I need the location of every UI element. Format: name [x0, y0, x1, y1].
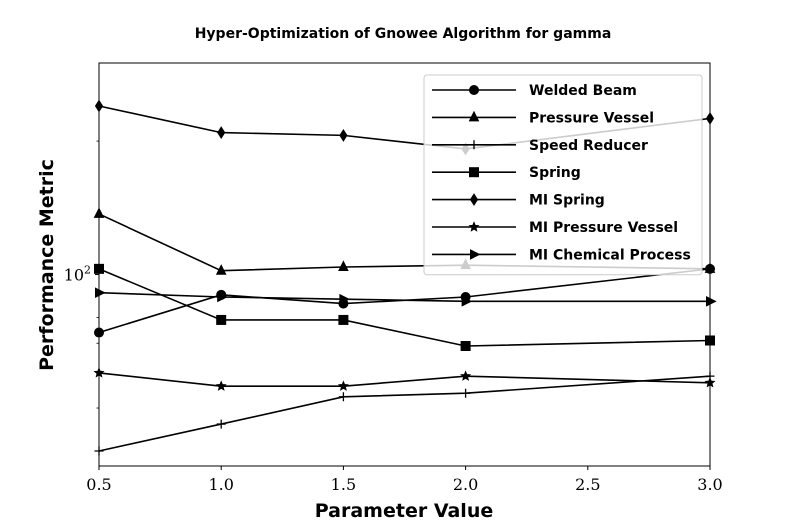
legend-item-mi-pressure-vessel: MI Pressure Vessel	[432, 220, 678, 236]
data-point	[217, 291, 228, 303]
data-point	[216, 419, 226, 429]
series-mi-pressure-vessel	[93, 367, 716, 391]
data-point	[338, 314, 349, 325]
legend-label: MI Spring	[529, 193, 605, 209]
legend-label: MI Pressure Vessel	[529, 220, 678, 236]
data-point	[337, 380, 349, 391]
x-tick-label: 2.0	[453, 475, 478, 494]
legend-label: Speed Reducer	[529, 138, 648, 154]
x-tick-label: 1.5	[331, 475, 356, 494]
x-tick-label: 1.0	[208, 475, 233, 494]
legend-marker	[468, 221, 480, 232]
data-point	[338, 260, 349, 271]
y-axis-label: Performance Metric	[36, 159, 58, 371]
data-point	[338, 392, 348, 402]
legend-item-pressure-vessel: Pressure Vessel	[432, 110, 654, 126]
data-point	[460, 370, 472, 381]
data-point	[706, 296, 717, 307]
legend-item-welded-beam: Welded Beam	[432, 83, 637, 99]
legend: Welded Beam Pressure Vessel Speed Reducer S…	[423, 74, 703, 276]
legend-marker	[468, 110, 480, 122]
x-tick-label: 2.5	[575, 475, 600, 494]
legend-marker	[469, 193, 479, 207]
legend-item-mi-chemical-process: MI Chemical Process	[432, 247, 691, 263]
legend-item-mi-spring: MI Spring	[432, 193, 605, 209]
data-point	[461, 296, 473, 307]
legend-box	[423, 74, 703, 276]
legend-marker	[469, 140, 479, 150]
data-point	[339, 128, 348, 142]
data-point	[215, 380, 227, 391]
data-point	[461, 388, 471, 398]
data-point	[216, 314, 227, 325]
legend-label: Welded Beam	[529, 83, 637, 99]
chart-title: Hyper-Optimization of Gnowee Algorithm f…	[195, 26, 612, 42]
y-tick-label: 102	[64, 264, 91, 285]
plot-frame	[98, 62, 711, 467]
legend-marker	[469, 85, 479, 95]
data-point	[217, 126, 226, 140]
legend-label: Pressure Vessel	[529, 110, 654, 126]
y-axis-ticks: 102	[64, 140, 99, 452]
legend-item-spring: Spring	[432, 165, 581, 181]
series-mi-chemical-process	[95, 287, 717, 307]
x-tick-label: 3.0	[697, 475, 722, 494]
data-point	[215, 264, 227, 275]
legend-marker	[469, 167, 479, 178]
x-axis-label: Parameter Value	[315, 500, 493, 522]
data-point	[460, 340, 471, 351]
legend-label: MI Chemical Process	[529, 247, 691, 263]
x-axis-ticks: 0.5 1.0 1.5 2.0 2.5 3.0	[86, 466, 723, 494]
data-point	[339, 293, 351, 305]
legend-label: Spring	[529, 165, 581, 181]
x-tick-label: 0.5	[86, 475, 111, 494]
legend-marker	[470, 249, 481, 260]
legend-item-speed-reducer: Speed Reducer	[432, 138, 648, 154]
